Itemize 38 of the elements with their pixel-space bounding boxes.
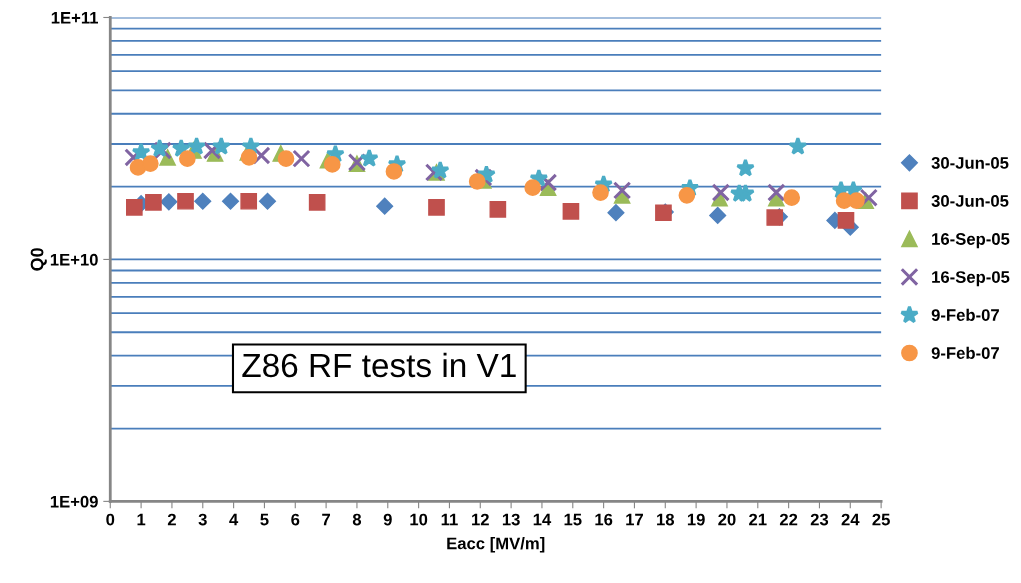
x-tick-label: 17 <box>626 513 643 526</box>
x-tick-label: 5 <box>260 513 269 526</box>
x-tick-label: 1 <box>137 513 146 526</box>
x-tick-label: 22 <box>779 513 798 526</box>
x-tick-label: 13 <box>502 513 520 526</box>
annotation: Z86 RF tests in V1 <box>242 352 516 378</box>
y-tick-label: 1E+09 <box>50 495 98 508</box>
x-tick-label: 19 <box>687 513 705 526</box>
x-tick-label: 11 <box>441 513 458 526</box>
x-tick-label: 18 <box>657 513 675 526</box>
x-tick-label: 10 <box>410 513 428 526</box>
x-tick-label: 9 <box>383 513 392 526</box>
legend-label: 9-Feb-07 <box>931 346 999 359</box>
y-tick-label: 1E+10 <box>50 253 98 266</box>
x-tick-label: 15 <box>564 513 582 526</box>
x-tick-label: 24 <box>841 513 860 526</box>
x-tick-label: 21 <box>749 513 767 526</box>
x-tick-label: 2 <box>167 513 176 526</box>
legend-label: 16-Sep-05 <box>932 233 1010 249</box>
legend-label: 16-Sep-05 <box>932 271 1010 287</box>
x-tick-label: 3 <box>198 513 207 526</box>
legend-label: 30-Jun-05 <box>931 195 1009 207</box>
x-axis-title: Eacc [MV/m] <box>447 537 545 553</box>
x-tick-label: 16 <box>595 513 613 526</box>
x-tick-label: 8 <box>352 513 362 526</box>
y-tick-label: 1E+11 <box>51 12 98 24</box>
legend-label: 9-Feb-07 <box>931 308 999 321</box>
x-tick-label: 4 <box>229 513 239 526</box>
x-tick-label: 0 <box>106 513 115 526</box>
y-axis-title: Q0 <box>30 248 47 271</box>
x-tick-label: 20 <box>718 513 736 526</box>
x-tick-label: 23 <box>810 513 829 526</box>
legend-label: 30-Jun-05 <box>931 157 1009 169</box>
x-tick-label: 25 <box>872 513 890 526</box>
x-tick-label: 7 <box>322 513 331 526</box>
x-tick-label: 12 <box>472 513 489 526</box>
x-tick-label: 6 <box>291 513 300 526</box>
x-tick-label: 14 <box>533 513 552 526</box>
